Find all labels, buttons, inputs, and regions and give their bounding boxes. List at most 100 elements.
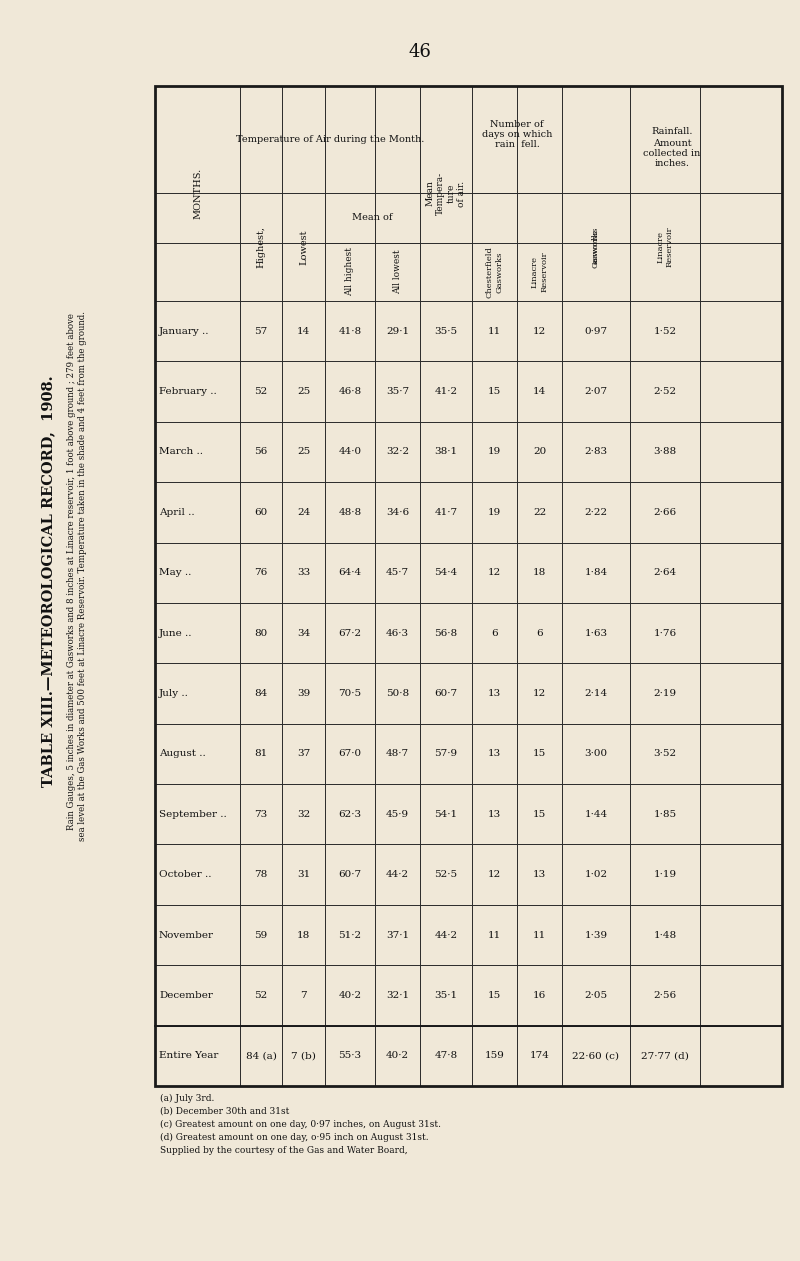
Text: 1·52: 1·52 (654, 327, 677, 335)
Text: February ..: February .. (159, 387, 217, 396)
Text: (c) Greatest amount on one day, 0·97 inches, on August 31st.: (c) Greatest amount on one day, 0·97 inc… (160, 1120, 441, 1129)
Text: Chesterfield
Gasworks: Chesterfield Gasworks (486, 246, 503, 298)
Text: 19: 19 (488, 448, 501, 456)
Text: 52·5: 52·5 (434, 870, 458, 879)
Text: 70·5: 70·5 (338, 689, 362, 699)
Text: 25: 25 (297, 448, 310, 456)
Text: 67·0: 67·0 (338, 749, 362, 758)
Text: 29·1: 29·1 (386, 327, 409, 335)
Text: Linacre
Reservoir: Linacre Reservoir (656, 227, 674, 267)
Text: 32·2: 32·2 (386, 448, 409, 456)
Text: March ..: March .. (159, 448, 203, 456)
Text: 48·7: 48·7 (386, 749, 409, 758)
Text: 44·2: 44·2 (434, 931, 458, 939)
Text: 13: 13 (488, 749, 501, 758)
Text: 6: 6 (536, 629, 543, 638)
Text: Rainfall.: Rainfall. (651, 127, 693, 136)
Text: 3·52: 3·52 (654, 749, 677, 758)
Text: asworks: asworks (592, 230, 600, 265)
Text: 84: 84 (254, 689, 268, 699)
Text: 15: 15 (488, 991, 501, 1000)
Text: 56: 56 (254, 448, 268, 456)
Text: July ..: July .. (159, 689, 189, 699)
Text: Temperature of Air during the Month.: Temperature of Air during the Month. (236, 135, 424, 144)
Text: 1·44: 1·44 (585, 810, 607, 818)
Text: 20: 20 (533, 448, 546, 456)
Text: 44·0: 44·0 (338, 448, 362, 456)
Text: 34: 34 (297, 629, 310, 638)
Text: 60·7: 60·7 (434, 689, 458, 699)
Text: 2·64: 2·64 (654, 569, 677, 578)
Text: 2·52: 2·52 (654, 387, 677, 396)
Text: 57·9: 57·9 (434, 749, 458, 758)
Text: 2·56: 2·56 (654, 991, 677, 1000)
Text: 15: 15 (488, 387, 501, 396)
Text: 34·6: 34·6 (386, 508, 409, 517)
Text: 50·8: 50·8 (386, 689, 409, 699)
Text: 2·19: 2·19 (654, 689, 677, 699)
Text: 1·02: 1·02 (585, 870, 607, 879)
Text: June ..: June .. (159, 629, 193, 638)
Text: Linacre
Reservoir: Linacre Reservoir (531, 252, 548, 293)
Text: December: December (159, 991, 213, 1000)
Text: 32·1: 32·1 (386, 991, 409, 1000)
Text: 32: 32 (297, 810, 310, 818)
Text: 14: 14 (297, 327, 310, 335)
Text: 25: 25 (297, 387, 310, 396)
Text: 12: 12 (533, 689, 546, 699)
Text: 3·88: 3·88 (654, 448, 677, 456)
Text: 2·14: 2·14 (585, 689, 607, 699)
Text: 1·39: 1·39 (585, 931, 607, 939)
Text: 48·8: 48·8 (338, 508, 362, 517)
Text: October ..: October .. (159, 870, 211, 879)
Text: 13: 13 (488, 810, 501, 818)
Text: 13: 13 (533, 870, 546, 879)
Text: 73: 73 (254, 810, 268, 818)
Text: 18: 18 (533, 569, 546, 578)
Text: (a) July 3rd.: (a) July 3rd. (160, 1095, 214, 1103)
Text: 1·85: 1·85 (654, 810, 677, 818)
Text: 22: 22 (533, 508, 546, 517)
Text: 1·48: 1·48 (654, 931, 677, 939)
Text: 41·8: 41·8 (338, 327, 362, 335)
Text: 40·2: 40·2 (386, 1052, 409, 1061)
Text: 2·83: 2·83 (585, 448, 607, 456)
Text: 40·2: 40·2 (338, 991, 362, 1000)
Text: Number of
days on which
rain  fell.: Number of days on which rain fell. (482, 120, 552, 149)
Text: 31: 31 (297, 870, 310, 879)
Text: (d) Greatest amount on one day, o·95 inch on August 31st.: (d) Greatest amount on one day, o·95 inc… (160, 1132, 429, 1142)
Text: 45·7: 45·7 (386, 569, 409, 578)
Text: 51·2: 51·2 (338, 931, 362, 939)
Text: 174: 174 (530, 1052, 550, 1061)
Text: 12: 12 (488, 569, 501, 578)
Text: 52: 52 (254, 387, 268, 396)
Text: May ..: May .. (159, 569, 191, 578)
Text: MONTHS.: MONTHS. (193, 168, 202, 219)
Text: 54·1: 54·1 (434, 810, 458, 818)
Text: 1·76: 1·76 (654, 629, 677, 638)
Text: 64·4: 64·4 (338, 569, 362, 578)
Text: 37: 37 (297, 749, 310, 758)
Text: (b) December 30th and 31st: (b) December 30th and 31st (160, 1107, 290, 1116)
Text: 13: 13 (488, 689, 501, 699)
Text: 7 (b): 7 (b) (291, 1052, 316, 1061)
Text: Lowest: Lowest (299, 230, 308, 265)
Text: 2·66: 2·66 (654, 508, 677, 517)
Text: 1·84: 1·84 (585, 569, 607, 578)
Text: 80: 80 (254, 629, 268, 638)
Text: 67·2: 67·2 (338, 629, 362, 638)
Bar (155, 86, 782, 1086)
Text: January ..: January .. (159, 327, 210, 335)
Text: sea level at the Gas Works and 500 feet at Linacre Reservoir. Temperature taken : sea level at the Gas Works and 500 feet … (78, 311, 87, 841)
Text: 159: 159 (485, 1052, 505, 1061)
Text: 35·7: 35·7 (386, 387, 409, 396)
Text: 38·1: 38·1 (434, 448, 458, 456)
Text: November: November (159, 931, 214, 939)
Text: 37·1: 37·1 (386, 931, 409, 939)
Text: 27·77 (d): 27·77 (d) (641, 1052, 689, 1061)
Text: 56·8: 56·8 (434, 629, 458, 638)
Text: 45·9: 45·9 (386, 810, 409, 818)
Text: TABLE XIII.—METEOROLOGICAL RECORD,  1908.: TABLE XIII.—METEOROLOGICAL RECORD, 1908. (41, 376, 55, 787)
Text: 24: 24 (297, 508, 310, 517)
Text: 33: 33 (297, 569, 310, 578)
